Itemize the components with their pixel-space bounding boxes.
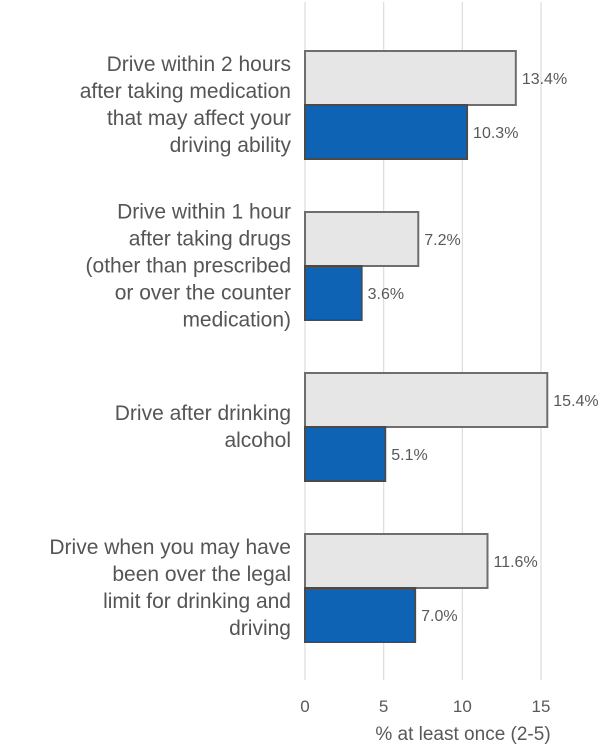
- category-label-4-line-3: limit for drinking and: [103, 590, 291, 613]
- labels: 0 5 10 15 13.4% 7.2% 15.4% 11.6% 10.3% 3.6% 5.1% 7.…: [49, 53, 598, 716]
- x-axis-title: % at least once (2-5): [375, 724, 550, 745]
- data-label-series1-2: 7.2%: [424, 232, 460, 249]
- bar-series1-3: [304, 372, 549, 428]
- x-tick-label-15: 15: [532, 697, 551, 716]
- bar-series2-2: [304, 265, 363, 321]
- data-label-series2-4: 7.0%: [421, 608, 457, 625]
- category-label-3-line-2: alcohol: [224, 429, 291, 452]
- category-label-2-line-4: or over the counter: [115, 282, 291, 305]
- category-label-1-line-1: Drive within 2 hours: [107, 53, 291, 76]
- category-label-4-line-2: been over the legal: [112, 563, 291, 586]
- bar-series2-1: [304, 104, 469, 160]
- bar-series1-1: [304, 50, 517, 106]
- bar-series2-3: [304, 426, 387, 482]
- data-label-series1-3: 15.4%: [553, 393, 598, 410]
- data-label-series2-3: 5.1%: [391, 447, 427, 464]
- data-label-series1-1: 13.4%: [522, 71, 567, 88]
- category-label-1-line-2: after taking medication: [80, 80, 291, 103]
- category-label-2-line-1: Drive within 1 hour: [117, 201, 291, 224]
- bar-series1-4: [304, 533, 489, 589]
- x-tick-label-0: 0: [300, 697, 309, 716]
- category-label-2-line-5: medication): [182, 309, 291, 332]
- category-label-2-line-3: (other than prescribed: [86, 255, 291, 278]
- category-label-4-line-1: Drive when you may have: [49, 536, 291, 559]
- x-tick-label-5: 5: [379, 697, 388, 716]
- bar-series2-4: [304, 587, 417, 643]
- category-label-1-line-4: driving ability: [170, 134, 292, 157]
- data-label-series2-2: 3.6%: [368, 286, 404, 303]
- bar-series1-2: [304, 211, 420, 267]
- category-label-4-line-4: driving: [229, 617, 291, 640]
- data-label-series1-4: 11.6%: [494, 554, 538, 571]
- category-label-2-line-2: after taking drugs: [129, 228, 291, 251]
- data-label-series2-1: 10.3%: [473, 125, 518, 142]
- x-tick-label-10: 10: [453, 697, 472, 716]
- category-label-3-line-1: Drive after drinking: [115, 402, 291, 425]
- category-label-1-line-3: that may affect your: [107, 107, 291, 130]
- bars: [304, 50, 549, 643]
